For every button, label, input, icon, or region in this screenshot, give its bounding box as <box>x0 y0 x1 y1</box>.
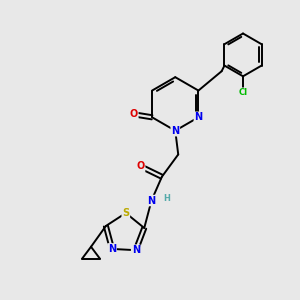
Text: N: N <box>147 196 155 206</box>
Text: O: O <box>136 161 145 171</box>
Text: N: N <box>194 112 202 122</box>
Text: N: N <box>171 126 179 136</box>
Text: O: O <box>130 109 138 119</box>
Text: N: N <box>132 245 140 255</box>
Text: H: H <box>164 194 170 203</box>
Text: Cl: Cl <box>238 88 247 97</box>
Text: S: S <box>122 208 129 218</box>
Text: N: N <box>108 244 116 254</box>
